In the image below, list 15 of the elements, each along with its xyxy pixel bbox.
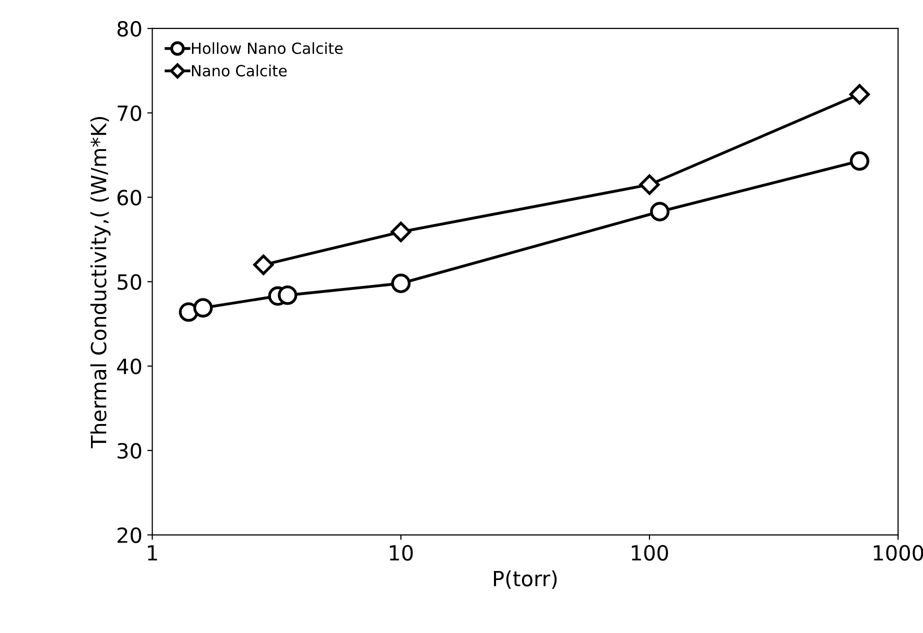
x-axis-title: P(torr) (494, 570, 557, 589)
y-tick-label: 20 (118, 527, 142, 544)
y-tick-label: 60 (118, 190, 142, 206)
y-tick-label: 40 (117, 358, 142, 374)
legend-label: Nano Calcite (192, 64, 287, 76)
y-tick-label: 80 (117, 20, 142, 37)
y-tick-label: 50 (118, 274, 142, 290)
x-tick-label: 100 (632, 544, 668, 561)
x-tick-label: 10 (390, 544, 413, 561)
y-tick-label: 30 (118, 442, 142, 459)
legend-label: Hollow Nano Calcite (192, 42, 343, 54)
x-tick-label: 1000 (874, 544, 923, 561)
y-axis-title: Thermal Conductivity,( (W/m*K) (90, 116, 111, 448)
x-tick-label: 1 (148, 545, 157, 560)
y-tick-label: 70 (118, 105, 142, 122)
